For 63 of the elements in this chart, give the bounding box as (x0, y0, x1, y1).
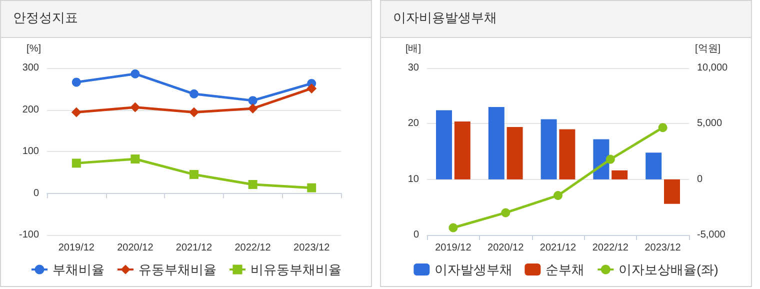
x-tick-label: 2021/12 (176, 242, 213, 254)
y2-tick-label: -5,000 (697, 230, 726, 240)
point (72, 158, 81, 168)
chart-title: 이자비용발생부채 (381, 1, 751, 38)
bar (559, 129, 576, 180)
point (130, 154, 140, 164)
y-tick-label: 0 (413, 230, 420, 240)
point (130, 102, 140, 112)
bar (488, 106, 504, 180)
x-tick-label: 2023/12 (294, 242, 330, 254)
bar (612, 170, 628, 180)
y-tick-label: 100 (22, 146, 40, 157)
bar (646, 152, 662, 180)
point (190, 89, 198, 98)
legend-label: 순부채 (546, 262, 585, 277)
point (658, 123, 668, 132)
point (307, 183, 316, 192)
y-tick-label: 30 (408, 62, 420, 74)
point (72, 78, 81, 87)
legend-label: 유동부채비율 (138, 262, 216, 277)
x-tick-label: 2019/12 (58, 242, 95, 254)
y-tick-label: 200 (22, 104, 40, 116)
x-tick-label: 2023/12 (644, 242, 682, 254)
x-tick-label: 2022/12 (234, 242, 272, 254)
x-tick-label: 2019/12 (435, 242, 472, 254)
y2-axis-title: [억원] (695, 44, 721, 54)
x-tick-label: 2020/12 (117, 242, 154, 254)
legend-label: 부채비율 (52, 262, 104, 277)
y-tick-label: 20 (408, 118, 420, 130)
point (306, 83, 317, 94)
point (189, 107, 199, 118)
point (606, 154, 615, 164)
x-tick-label: 2020/12 (488, 242, 524, 254)
legend-label: 이자발생부채 (434, 262, 513, 277)
chart-title: 안정성지표 (1, 1, 371, 38)
point (248, 103, 258, 114)
y2-tick-label: 5,000 (697, 118, 722, 130)
x-tick-label: 2022/12 (592, 242, 629, 254)
y-tick-label: 10 (408, 174, 420, 185)
y-tick-label: 0 (33, 188, 40, 199)
y-axis-title: [배] (405, 44, 422, 54)
point (248, 96, 258, 106)
bar (454, 121, 470, 180)
y-tick-label: 300 (22, 62, 40, 74)
point (554, 190, 562, 200)
bar (593, 139, 610, 180)
point (501, 208, 510, 218)
y2-tick-label: 10,000 (697, 62, 728, 74)
bar (540, 119, 557, 180)
point (130, 69, 140, 78)
legend-label: 이자보상배율(좌) (618, 262, 718, 277)
bar (664, 179, 680, 204)
point (71, 107, 82, 118)
legend-label: 비유동부채비율 (250, 262, 342, 277)
x-tick-label: 2021/12 (540, 242, 577, 254)
point (190, 170, 198, 179)
point (248, 180, 258, 189)
bar (436, 110, 452, 180)
y-axis-title: [%] (26, 44, 42, 54)
point (448, 223, 458, 232)
y2-tick-label: 0 (697, 174, 703, 185)
bar (506, 127, 523, 180)
y-tick-label: -100 (18, 230, 40, 240)
